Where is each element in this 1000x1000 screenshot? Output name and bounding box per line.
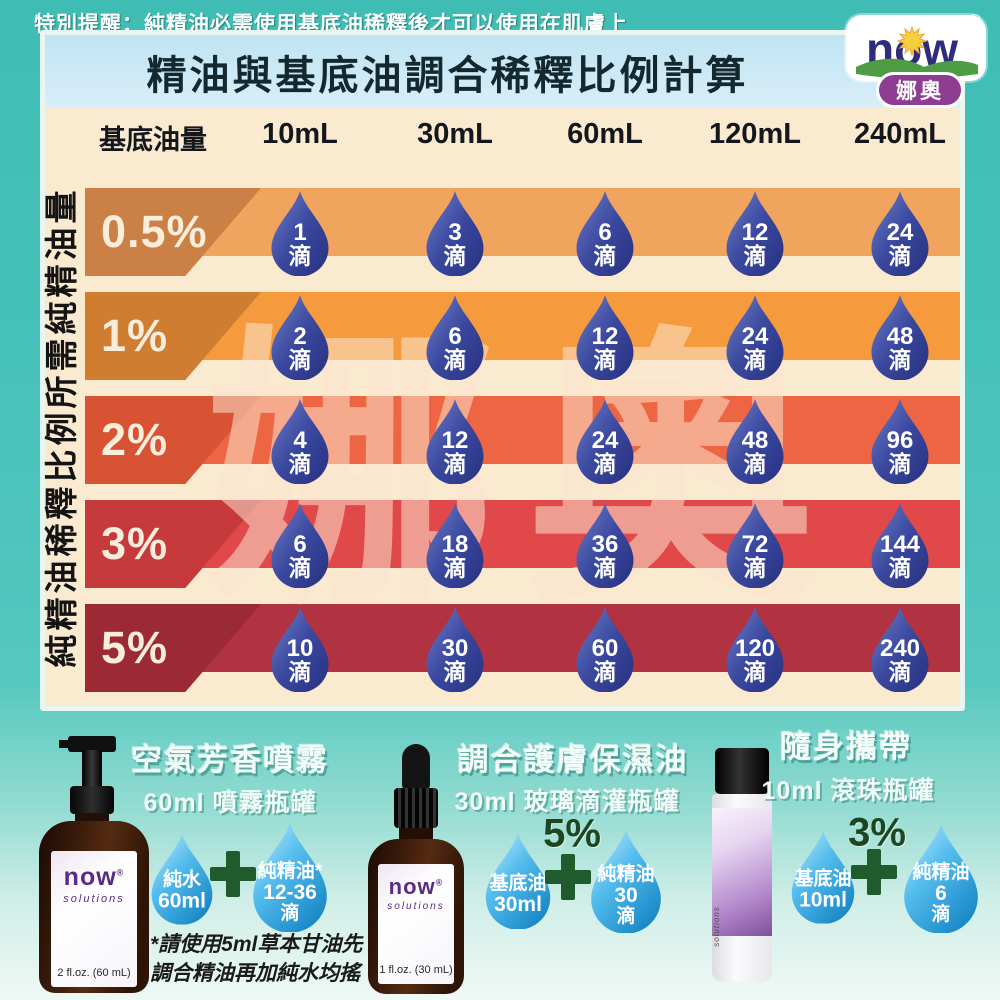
ratio-percent: 5% — [543, 811, 601, 856]
drop-cell: 24 滴 — [574, 397, 636, 484]
ratio-table-panel: 精油與基底油調合稀釋比例計算 基底油量 10mL 30mL 60mL 120mL… — [40, 30, 965, 711]
bottle-label: now® solutions 2 fl.oz. (60 mL) — [51, 851, 137, 987]
drop-cell: 96 滴 — [869, 397, 931, 484]
plus-icon — [210, 851, 256, 897]
water-drop-icon: 純精油* 12-36 滴 — [250, 820, 330, 932]
roller-cap — [715, 748, 769, 794]
drop-cell: 120 滴 — [724, 605, 786, 692]
table-row: 5% 10 滴 30 滴 60 滴 120 滴 240 滴 — [85, 604, 960, 692]
drop-cell: 72 滴 — [724, 501, 786, 588]
plus-icon — [851, 849, 897, 895]
brand-badge: 娜奧 — [876, 72, 964, 108]
product-title: 空氣芳香噴霧 — [131, 742, 329, 778]
bottle-label — [712, 808, 772, 936]
page-title: 精油與基底油調合稀釋比例計算 — [146, 53, 749, 98]
drop-cell: 240 滴 — [869, 605, 931, 692]
dropper-bottle-image: now® solutions 1 fl.oz. (30 mL) — [366, 744, 466, 994]
title-band: 精油與基底油調合稀釋比例計算 — [45, 35, 960, 108]
row-header-label: 基底油量 — [99, 125, 207, 155]
water-drop-icon: 基底油 30ml — [483, 831, 553, 929]
drop-cell: 144 滴 — [869, 501, 931, 588]
water-drop-icon: 純精油 6 滴 — [901, 821, 981, 933]
product-subtitle: 60ml 噴霧瓶罐 — [143, 789, 317, 817]
drop-cell: 24 滴 — [724, 293, 786, 380]
ratio-percent: 3% — [848, 810, 906, 855]
registered-mark: ® — [970, 11, 981, 27]
product-subtitle: 30ml 玻璃滴灌瓶罐 — [454, 788, 680, 816]
column-header: 240mL — [854, 118, 946, 150]
drop-cell: 12 滴 — [424, 397, 486, 484]
y-axis-label: 純精油稀釋比例所需純精油量 — [43, 186, 80, 668]
column-header: 120mL — [709, 118, 801, 150]
now-logo: now — [846, 15, 986, 81]
drop-cell: 48 滴 — [724, 397, 786, 484]
water-drop-icon: 純精油 30 滴 — [588, 827, 664, 933]
drop-cell: 18 滴 — [424, 501, 486, 588]
drop-cell: 30 滴 — [424, 605, 486, 692]
column-header: 30mL — [417, 118, 493, 150]
drop-cell: 48 滴 — [869, 293, 931, 380]
product-title: 隨身攜帶 — [780, 729, 912, 765]
drop-cell: 12 滴 — [724, 189, 786, 276]
now-logo-icon: now — [856, 23, 978, 79]
drop-cell: 10 滴 — [269, 605, 331, 692]
column-header: 60mL — [567, 118, 643, 150]
spray-nozzle — [59, 736, 116, 752]
roller-bottle-image: now solutions 10 mL (1/3 fl. oz.) — [710, 748, 774, 982]
drop-cell: 24 滴 — [869, 189, 931, 276]
drop-cell: 12 滴 — [574, 293, 636, 380]
product-title: 調合護膚保濕油 — [457, 742, 689, 778]
spray-bottle-image: now® solutions 2 fl.oz. (60 mL) — [36, 736, 152, 994]
usage-footnote: *請使用5ml草本甘油先 調合精油再加純水均搖 — [150, 933, 363, 986]
dropper-bulb — [402, 744, 430, 790]
plus-icon — [545, 854, 591, 900]
water-drop-icon: 純水 60ml — [149, 832, 215, 925]
bottle-label: now® solutions 1 fl.oz. (30 mL) — [378, 864, 454, 984]
drop-cell: 60 滴 — [574, 605, 636, 692]
product-subtitle: 10ml 滾珠瓶罐 — [761, 777, 935, 805]
column-header: 10mL — [262, 118, 338, 150]
water-drop-icon: 基底油 10ml — [789, 829, 857, 924]
drop-cell: 36 滴 — [574, 501, 636, 588]
